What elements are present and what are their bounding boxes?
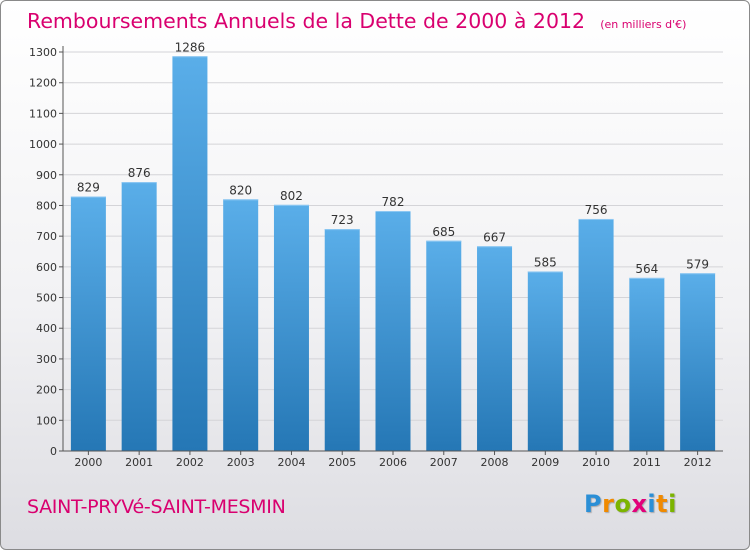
bar-2010 [578,218,614,451]
y-tick-label: 100 [36,414,57,427]
chart-title: Remboursements Annuels de la Dette de 20… [27,9,686,33]
data-label-2005: 723 [331,213,354,227]
bar-2011 [629,277,665,451]
data-label-2009: 585 [534,255,557,269]
axes: 0 100 200 300 400 500 600 700 800 900 1000 1100 1200… [29,46,723,469]
x-tick-label-2001: 2001 [125,456,153,469]
data-label-2008: 667 [483,230,506,244]
bar-2009 [527,271,563,451]
y-tick-label: 1300 [29,46,57,59]
y-tick-label: 600 [36,261,57,274]
y-tick-label: 300 [36,353,57,366]
x-tick-label-2008: 2008 [481,456,509,469]
y-tick-label: 900 [36,169,57,182]
x-tick-label-2006: 2006 [379,456,407,469]
x-tick-label-2011: 2011 [633,456,661,469]
x-tick-label-2007: 2007 [430,456,458,469]
x-tick-label-2005: 2005 [328,456,356,469]
bars [70,56,716,452]
bar-2000 [70,196,106,451]
data-label-2012: 579 [686,257,709,271]
bar-2012 [680,273,716,451]
y-tick-label: 700 [36,230,57,243]
y-tick-label: 200 [36,384,57,397]
town-name: SAINT-PRYVé-SAINT-MESMIN [27,496,286,518]
data-label-2004: 802 [280,189,303,203]
bar-2002 [172,56,208,451]
data-label-2002: 1286 [175,40,206,54]
y-tick-label: 0 [50,445,57,458]
x-tick-label-2003: 2003 [227,456,255,469]
x-tick-label-2002: 2002 [176,456,204,469]
logo-letter: x [631,490,648,518]
bar-2006 [375,210,411,451]
logo-letter: i [647,490,657,518]
x-tick-label-2009: 2009 [531,456,559,469]
bar-2005 [324,229,360,451]
y-tick-label: 400 [36,322,57,335]
data-label-2001: 876 [128,166,151,180]
y-tick-label: 1200 [29,77,57,90]
data-label-2007: 685 [432,225,455,239]
x-tick-label-2012: 2012 [684,456,712,469]
chart-title-text: Remboursements Annuels de la Dette de 20… [27,9,586,33]
chart-unit-text: (en milliers d'€) [600,18,687,31]
bar-2007 [426,240,462,451]
logo-letter: o [614,490,632,518]
x-tick-label-2000: 2000 [74,456,102,469]
data-label-2000: 829 [77,181,100,195]
data-label-2010: 756 [585,203,608,217]
logo-letter: P [584,490,603,518]
y-tick-label: 1000 [29,138,57,151]
x-tick-label-2004: 2004 [277,456,305,469]
data-label-2011: 564 [635,262,658,276]
logo-letter: r [602,490,615,518]
logo-letter: i [668,490,677,518]
y-tick-label: 500 [36,292,57,305]
y-tick-label: 800 [36,199,57,212]
logo-letter: t [656,490,669,518]
bar-2008 [477,246,513,451]
data-labels: 829 876 1286 820 802 723 782 685 667 585 756 564 579 [77,40,709,276]
bar-2003 [223,199,259,451]
data-label-2006: 782 [382,195,405,209]
proxiti-logo: Proxiti [584,490,677,518]
y-tick-label: 1100 [29,107,57,120]
data-label-2003: 820 [229,183,252,197]
bar-2001 [121,182,157,452]
bar-2004 [273,204,309,451]
x-tick-label-2010: 2010 [582,456,610,469]
